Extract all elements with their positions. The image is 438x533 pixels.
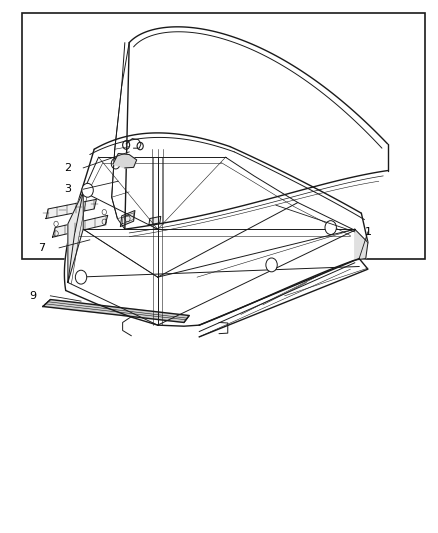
Circle shape <box>82 183 93 197</box>
Polygon shape <box>199 259 368 337</box>
Polygon shape <box>125 27 388 229</box>
Text: 9: 9 <box>29 291 36 301</box>
Polygon shape <box>64 133 368 326</box>
Polygon shape <box>355 229 368 260</box>
Circle shape <box>266 258 277 272</box>
Polygon shape <box>68 192 83 282</box>
Circle shape <box>75 270 87 284</box>
Text: 2: 2 <box>64 163 71 173</box>
Polygon shape <box>43 300 189 322</box>
Text: 3: 3 <box>64 184 71 194</box>
Polygon shape <box>113 154 137 168</box>
Bar <box>22 13 425 259</box>
Circle shape <box>325 221 336 235</box>
Text: 7: 7 <box>38 243 45 253</box>
Polygon shape <box>46 199 96 219</box>
Polygon shape <box>149 216 161 225</box>
Polygon shape <box>120 211 135 227</box>
Text: 1: 1 <box>364 227 371 237</box>
Polygon shape <box>53 215 108 237</box>
